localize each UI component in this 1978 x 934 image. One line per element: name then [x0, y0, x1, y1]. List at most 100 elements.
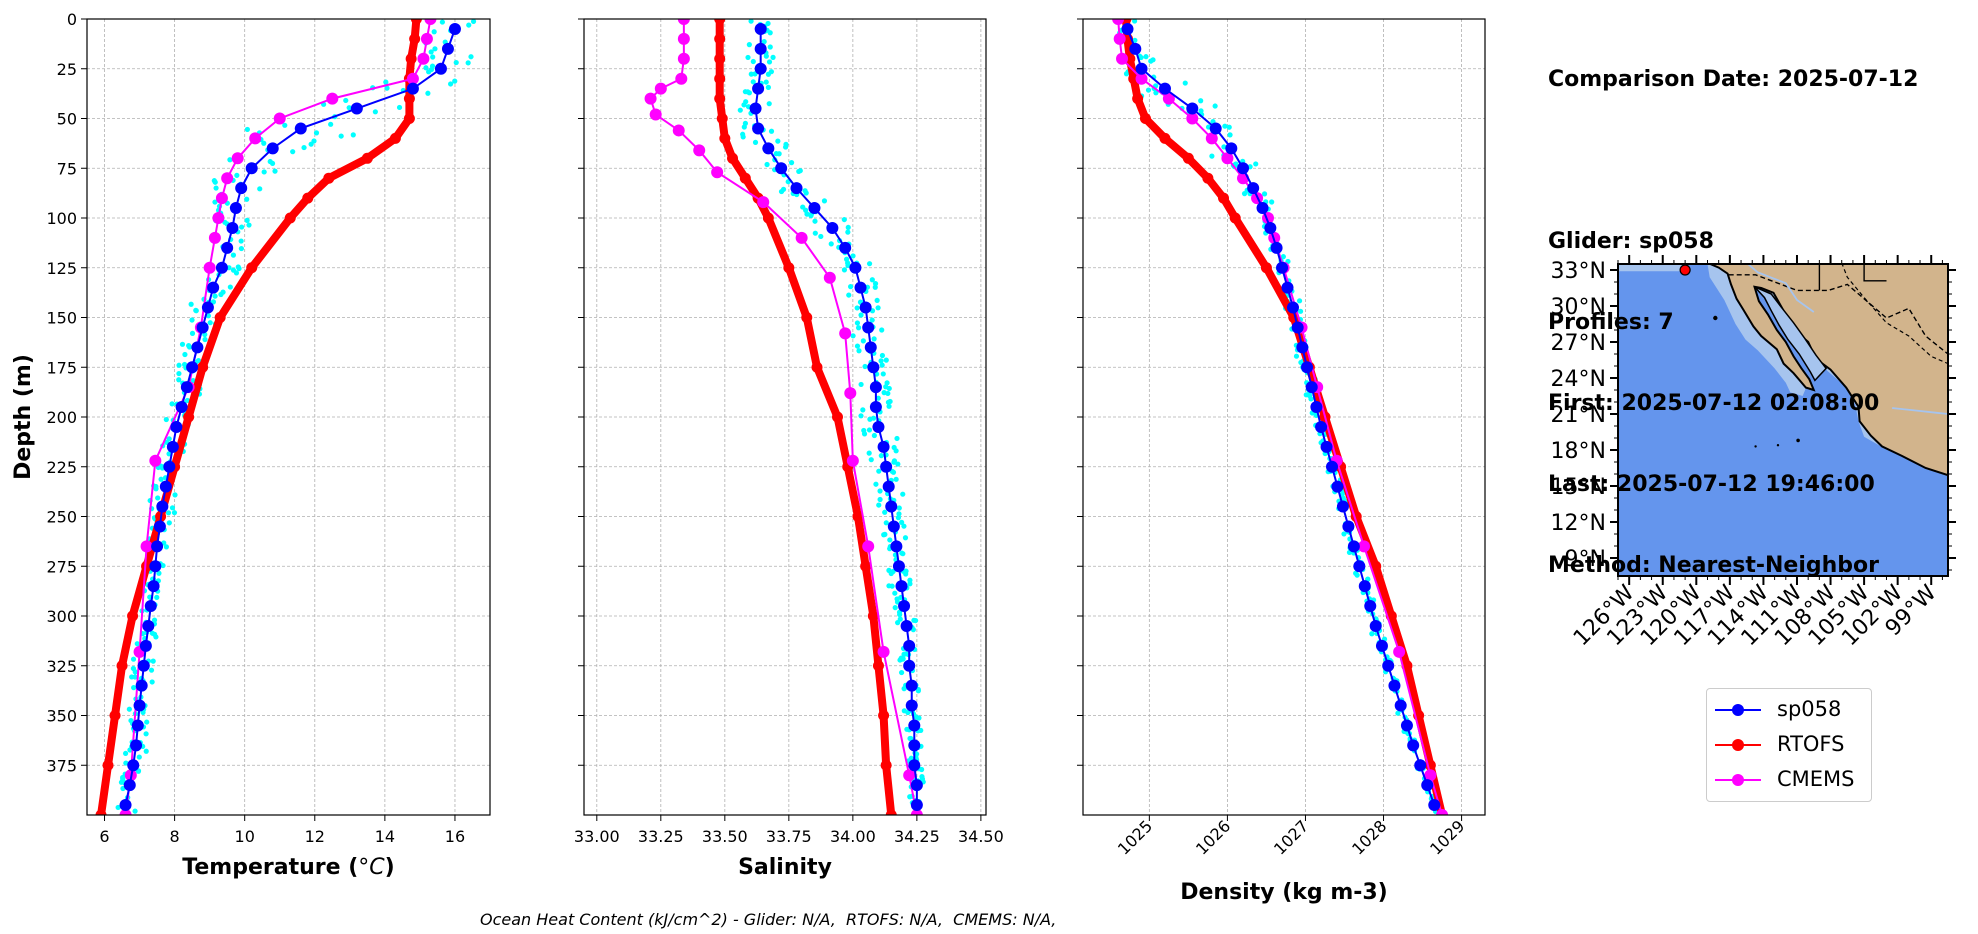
map-area: [1618, 264, 1948, 576]
raw-glider-point: [171, 510, 178, 516]
raw-glider-point: [874, 297, 880, 304]
raw-glider-point: [425, 90, 431, 96]
legend-label-sp058: sp058: [1777, 697, 1842, 721]
raw-glider-point: [768, 128, 775, 134]
cmems-point: [215, 192, 228, 205]
y-tick-label-300: 300: [46, 607, 77, 626]
raw-glider-point: [131, 685, 137, 691]
sp058-point: [898, 600, 911, 613]
sp058-point: [826, 221, 839, 234]
x-tick-label-1026: 1026: [1192, 816, 1234, 858]
raw-glider-point: [879, 327, 885, 333]
cmems-point: [877, 645, 890, 658]
raw-glider-point: [737, 107, 743, 113]
x-tick-label-8: 8: [170, 827, 180, 846]
raw-glider-point: [879, 362, 885, 368]
rtofs-point: [1132, 93, 1144, 105]
rtofs-point: [1139, 113, 1151, 124]
x-tick-label-1028: 1028: [1348, 816, 1390, 858]
cmems-point: [1436, 809, 1449, 815]
raw-glider-point: [136, 754, 142, 760]
rtofs-point: [284, 212, 296, 224]
sp058-point: [895, 580, 908, 593]
sp058-point: [151, 540, 164, 553]
raw-glider-point: [858, 312, 864, 318]
sp058-point: [175, 401, 188, 414]
raw-glider-point: [163, 544, 170, 550]
sp058-point: [905, 699, 918, 712]
rtofs-point: [1182, 152, 1194, 164]
rtofs-point: [141, 560, 153, 572]
raw-glider-point: [841, 216, 847, 223]
gulf-of-california: [1753, 286, 1828, 382]
sp058-point: [1276, 261, 1289, 274]
raw-glider-point: [862, 363, 868, 370]
sp058-point: [869, 381, 882, 394]
raw-glider-point: [239, 224, 245, 230]
raw-glider-point: [740, 131, 746, 137]
sp058-point: [1394, 699, 1407, 712]
sp058-point: [1225, 142, 1238, 155]
sp058-point: [1382, 659, 1395, 672]
cmems-point: [672, 124, 685, 137]
x-tick-label-33.50: 33.50: [702, 827, 748, 846]
cmems-point: [649, 108, 662, 121]
raw-glider-point: [156, 570, 162, 576]
raw-glider-point: [1308, 396, 1314, 402]
raw-glider-point: [828, 241, 834, 247]
raw-glider-point: [881, 532, 887, 538]
sp058-point: [1129, 42, 1142, 55]
legend-item-cmems: CMEMS: [1707, 763, 1871, 797]
raw-glider-point: [1182, 80, 1188, 86]
raw-glider-point: [431, 29, 437, 35]
raw-glider-point: [227, 157, 233, 163]
raw-glider-point: [207, 320, 213, 326]
raw-glider-point: [1369, 631, 1375, 637]
raw-glider-point: [372, 109, 378, 115]
raw-glider-point: [878, 358, 884, 364]
raw-glider-point: [880, 371, 886, 377]
raw-glider-point: [818, 233, 824, 240]
raw-glider-point: [1269, 199, 1275, 205]
raw-glider-point: [176, 362, 182, 368]
sp058-point: [864, 341, 877, 354]
island: [1754, 445, 1757, 448]
sp058-point: [752, 122, 765, 135]
raw-glider-point: [466, 22, 472, 28]
raw-glider-point: [871, 336, 877, 342]
raw-glider-point: [812, 218, 818, 224]
raw-glider-point: [843, 256, 850, 262]
x-tick-label-33.00: 33.00: [574, 827, 620, 846]
cmems-point: [140, 540, 153, 553]
sp058-point: [749, 102, 762, 115]
raw-glider-point: [872, 284, 878, 290]
cmems-point: [757, 196, 770, 209]
x-tick-label-34.25: 34.25: [894, 827, 940, 846]
raw-glider-point: [148, 667, 155, 673]
sp058-point: [1421, 779, 1434, 792]
raw-glider-point: [877, 488, 883, 494]
y-tick-label-325: 325: [46, 657, 77, 676]
sp058-point: [1291, 321, 1304, 334]
cmems-point: [249, 132, 262, 145]
raw-glider-point: [1341, 531, 1347, 537]
cmems-point: [1116, 52, 1129, 65]
raw-glider-point: [748, 71, 754, 77]
temperature-panel: 6 8 10 12 14 16 0 25 50 75 100 125 150 175 200 225 250 27…: [11, 10, 491, 880]
sp058-point: [153, 520, 166, 533]
sp058-point: [910, 799, 923, 812]
raw-glider-point: [176, 377, 182, 383]
raw-glider-point: [866, 261, 873, 267]
raw-glider-point: [866, 427, 873, 433]
raw-glider-point: [796, 168, 802, 175]
info-line-method: Method: Nearest-Neighbor: [1548, 553, 1879, 578]
raw-glider-point: [193, 308, 199, 314]
sp058-point: [859, 301, 872, 314]
rtofs-point: [1159, 132, 1171, 144]
cmems-point: [1358, 540, 1371, 553]
sp058-point: [869, 401, 882, 414]
raw-glider-point: [854, 305, 860, 311]
raw-glider-point: [1212, 103, 1218, 109]
raw-glider-point: [783, 141, 789, 147]
raw-glider-point: [741, 124, 747, 130]
